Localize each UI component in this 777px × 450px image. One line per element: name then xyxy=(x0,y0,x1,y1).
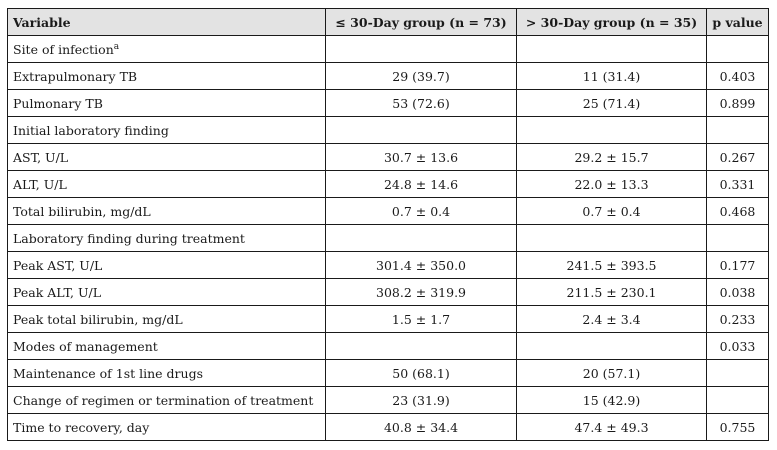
cell-p-value xyxy=(706,224,769,252)
cell-group1 xyxy=(325,224,517,252)
header-group1: ≤ 30-Day group (n = 73) xyxy=(325,8,517,36)
table-row: Change of regimen or termination of trea… xyxy=(7,386,769,414)
cell-p-value: 0.899 xyxy=(706,89,769,117)
table-row: Initial laboratory finding xyxy=(7,116,769,144)
cell-group1: 301.4 ± 350.0 xyxy=(325,251,517,279)
cell-p-value: 0.177 xyxy=(706,251,769,279)
table-row: Modes of management 0.033 xyxy=(7,332,769,360)
table-row: Peak AST, U/L 301.4 ± 350.0 241.5 ± 393.… xyxy=(7,251,769,279)
cell-p-value: 0.331 xyxy=(706,170,769,198)
table-row: Peak total bilirubin, mg/dL 1.5 ± 1.7 2.… xyxy=(7,305,769,333)
comparison-table-container: Variable ≤ 30-Day group (n = 73) > 30-Da… xyxy=(7,8,769,441)
cell-group1 xyxy=(325,332,517,360)
cell-p-value: 0.233 xyxy=(706,305,769,333)
row-label: Peak ALT, U/L xyxy=(7,278,326,306)
header-p-value: p value xyxy=(706,8,769,36)
row-label-text: Site of infection xyxy=(13,41,114,57)
cell-group1: 1.5 ± 1.7 xyxy=(325,305,517,333)
row-label: Modes of management xyxy=(7,332,326,360)
cell-group1 xyxy=(325,116,517,144)
cell-group2 xyxy=(516,35,707,63)
table-row: AST, U/L 30.7 ± 13.6 29.2 ± 15.7 0.267 xyxy=(7,143,769,171)
cell-group1: 24.8 ± 14.6 xyxy=(325,170,517,198)
cell-p-value: 0.755 xyxy=(706,413,769,441)
cell-group2: 0.7 ± 0.4 xyxy=(516,197,707,225)
cell-group1: 50 (68.1) xyxy=(325,359,517,387)
cell-group2: 15 (42.9) xyxy=(516,386,707,414)
cell-p-value: 0.267 xyxy=(706,143,769,171)
cell-group2 xyxy=(516,332,707,360)
cell-group2 xyxy=(516,224,707,252)
comparison-table: Variable ≤ 30-Day group (n = 73) > 30-Da… xyxy=(7,8,769,441)
cell-group2: 25 (71.4) xyxy=(516,89,707,117)
cell-p-value xyxy=(706,35,769,63)
cell-group2: 241.5 ± 393.5 xyxy=(516,251,707,279)
cell-group1: 308.2 ± 319.9 xyxy=(325,278,517,306)
cell-group1: 40.8 ± 34.4 xyxy=(325,413,517,441)
header-row: Variable ≤ 30-Day group (n = 73) > 30-Da… xyxy=(7,8,769,36)
table-row: Peak ALT, U/L 308.2 ± 319.9 211.5 ± 230.… xyxy=(7,278,769,306)
cell-p-value: 0.403 xyxy=(706,62,769,90)
footnote-marker: a xyxy=(113,41,120,52)
cell-group2: 20 (57.1) xyxy=(516,359,707,387)
table-row: Pulmonary TB 53 (72.6) 25 (71.4) 0.899 xyxy=(7,89,769,117)
table-row: Laboratory finding during treatment xyxy=(7,224,769,252)
row-label: Total bilirubin, mg/dL xyxy=(7,197,326,225)
cell-group2: 29.2 ± 15.7 xyxy=(516,143,707,171)
row-label: Peak total bilirubin, mg/dL xyxy=(7,305,326,333)
cell-p-value: 0.033 xyxy=(706,332,769,360)
table-row: Time to recovery, day 40.8 ± 34.4 47.4 ±… xyxy=(7,413,769,441)
cell-group2: 211.5 ± 230.1 xyxy=(516,278,707,306)
cell-p-value: 0.468 xyxy=(706,197,769,225)
table-body: Site of infectiona Extrapulmonary TB 29 … xyxy=(7,35,769,441)
row-label: Change of regimen or termination of trea… xyxy=(7,386,326,414)
row-label: Extrapulmonary TB xyxy=(7,62,326,90)
cell-group1: 30.7 ± 13.6 xyxy=(325,143,517,171)
row-label: Initial laboratory finding xyxy=(7,116,326,144)
cell-group2: 11 (31.4) xyxy=(516,62,707,90)
cell-group2 xyxy=(516,116,707,144)
row-label: Maintenance of 1st line drugs xyxy=(7,359,326,387)
cell-group1: 23 (31.9) xyxy=(325,386,517,414)
header-variable: Variable xyxy=(7,8,326,36)
cell-group2: 47.4 ± 49.3 xyxy=(516,413,707,441)
cell-group2: 2.4 ± 3.4 xyxy=(516,305,707,333)
table-row: Site of infectiona xyxy=(7,35,769,63)
row-label: ALT, U/L xyxy=(7,170,326,198)
header-group2: > 30-Day group (n = 35) xyxy=(516,8,707,36)
cell-p-value xyxy=(706,359,769,387)
cell-group2: 22.0 ± 13.3 xyxy=(516,170,707,198)
cell-group1: 29 (39.7) xyxy=(325,62,517,90)
cell-group1: 53 (72.6) xyxy=(325,89,517,117)
row-label: Peak AST, U/L xyxy=(7,251,326,279)
row-label: AST, U/L xyxy=(7,143,326,171)
row-label: Time to recovery, day xyxy=(7,413,326,441)
cell-p-value: 0.038 xyxy=(706,278,769,306)
table-row: Extrapulmonary TB 29 (39.7) 11 (31.4) 0.… xyxy=(7,62,769,90)
cell-p-value xyxy=(706,386,769,414)
cell-group1: 0.7 ± 0.4 xyxy=(325,197,517,225)
table-row: ALT, U/L 24.8 ± 14.6 22.0 ± 13.3 0.331 xyxy=(7,170,769,198)
row-label: Site of infectiona xyxy=(7,35,326,63)
row-label: Pulmonary TB xyxy=(7,89,326,117)
table-row: Total bilirubin, mg/dL 0.7 ± 0.4 0.7 ± 0… xyxy=(7,197,769,225)
row-label: Laboratory finding during treatment xyxy=(7,224,326,252)
table-row: Maintenance of 1st line drugs 50 (68.1) … xyxy=(7,359,769,387)
cell-p-value xyxy=(706,116,769,144)
cell-group1 xyxy=(325,35,517,63)
